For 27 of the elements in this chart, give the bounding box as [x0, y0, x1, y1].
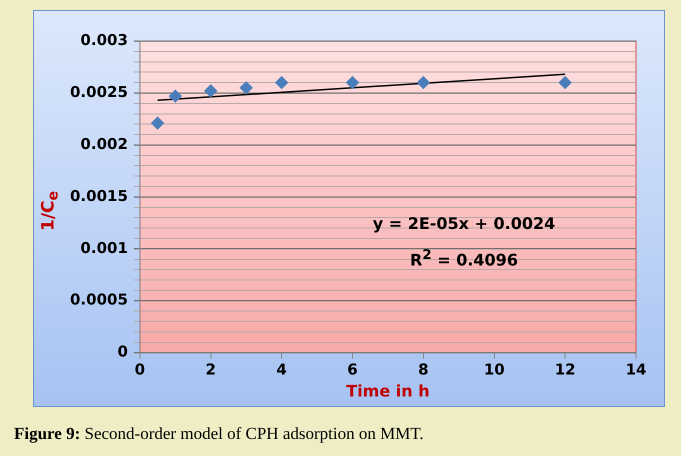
annotation: R$^{2}$ = 0.4096: [409, 247, 519, 272]
x-tick-label: 6: [347, 360, 358, 379]
point: [558, 76, 572, 90]
y-tick-label: 0.001: [80, 238, 128, 257]
point: [416, 76, 430, 90]
x-tick-label: 12: [554, 360, 576, 379]
y-tick-label: 0.0015: [70, 186, 128, 205]
point: [151, 116, 164, 130]
y-tick-label: 0.0025: [70, 82, 128, 101]
annotation: y = 2E-05x + 0.0024: [372, 213, 556, 235]
y-tick-label: 0: [117, 342, 128, 361]
y-tick-label: 0.0005: [70, 290, 128, 309]
caption: Figure 9: Second-order model of CPH adsorption on MMT.: [14, 424, 424, 444]
point: [240, 81, 253, 94]
x-tick-label: 4: [276, 360, 287, 379]
x-tick-label: 2: [206, 360, 216, 379]
point: [204, 84, 218, 98]
x-tick-label: 10: [484, 360, 505, 379]
x-tick-label: 14: [626, 360, 646, 379]
point: [346, 76, 360, 90]
point: [275, 76, 288, 90]
x-axis-title: Time in h: [346, 382, 430, 401]
x-tick-label: 0: [134, 360, 146, 379]
y-tick-label: 0.002: [80, 134, 128, 153]
y-tick-label: 0.003: [80, 30, 128, 49]
x-tick-label: 8: [418, 360, 429, 379]
point: [168, 90, 182, 103]
